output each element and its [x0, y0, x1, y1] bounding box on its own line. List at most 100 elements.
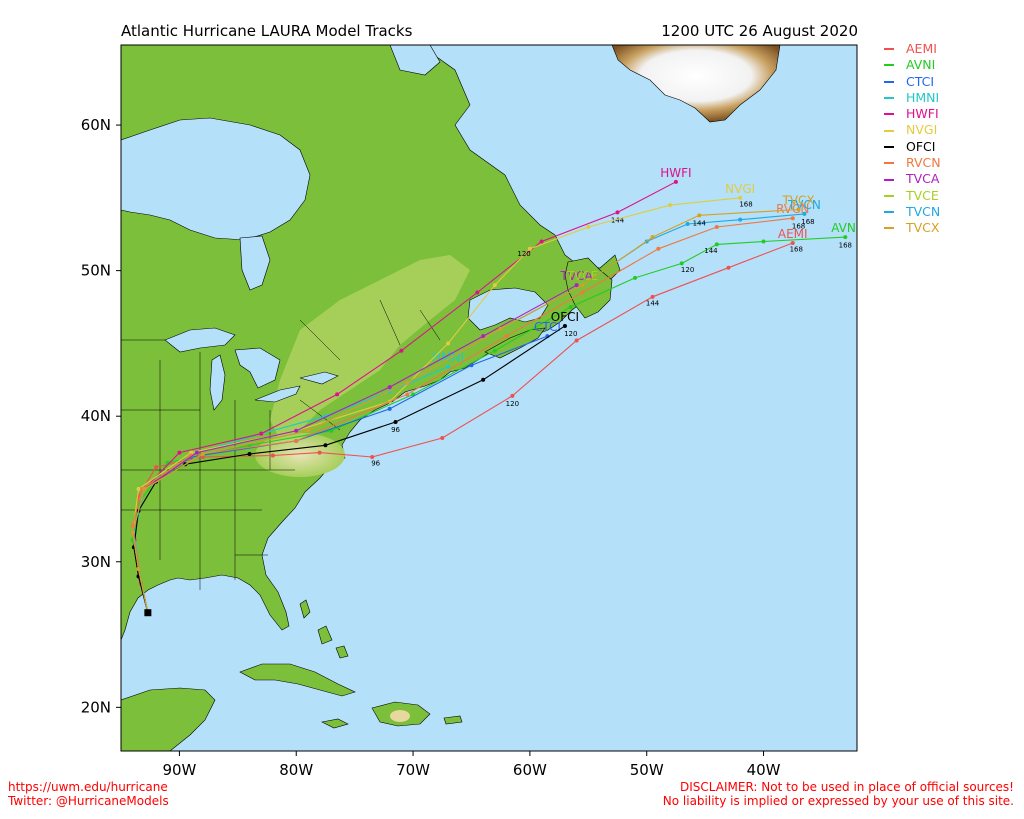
footer-credits: https://uwm.edu/hurricane Twitter: @Hurr…: [8, 780, 169, 808]
track-point: [136, 486, 141, 491]
track-point: [714, 224, 719, 229]
track-point: [492, 283, 497, 288]
legend-swatch: [884, 113, 894, 116]
axis-ticks: 60N 50N 40N 30N 20N 90W 80W 70W 60W 50W 40W: [81, 116, 781, 779]
greenland: [611, 45, 781, 123]
forecast-hour-label: 168: [790, 246, 803, 254]
track-point: [387, 406, 392, 411]
lon-label: 40W: [747, 761, 781, 779]
model-legend: AEMI AVNI CTCI HMNI HWFI NVGI OFCI RVCN TVCA TVCE…: [884, 41, 941, 237]
footer-url[interactable]: https://uwm.edu/hurricane: [8, 780, 168, 794]
forecast-hour-label: 168: [801, 218, 814, 226]
legend-label: AEMI: [906, 41, 937, 56]
forecast-hour-label: 144: [646, 300, 660, 308]
forecast-hour-label: 144: [693, 220, 707, 228]
track-point: [498, 326, 503, 331]
track-point: [405, 392, 410, 397]
legend-swatch: [884, 97, 894, 100]
forecast-hour-label: 96: [371, 460, 380, 468]
legend-item-aemi[interactable]: AEMI: [884, 41, 941, 57]
legend-item-tvca[interactable]: TVCA: [884, 171, 941, 187]
lon-label: 50W: [630, 761, 664, 779]
legend-label: TVCE: [906, 187, 939, 203]
gulf-of-st-lawrence: [467, 287, 549, 331]
forecast-hour-label: 120: [517, 250, 530, 258]
track-point: [492, 348, 497, 353]
track-point: [673, 179, 678, 184]
track-point: [259, 431, 264, 436]
track-point: [615, 210, 620, 215]
legend-item-hmni[interactable]: HMNI: [884, 90, 941, 106]
track-end-label: AEMI: [778, 227, 808, 241]
legend-item-tvcn[interactable]: TVCN: [884, 204, 941, 220]
track-point: [539, 239, 544, 244]
track-point: [142, 486, 147, 491]
yucatan: [121, 687, 216, 751]
track-point: [790, 216, 795, 221]
track-end-label: AVNI: [831, 221, 859, 235]
track-point: [738, 217, 743, 222]
track-end-label: OFCI: [551, 310, 579, 324]
legend-item-tvce[interactable]: TVCE: [884, 188, 941, 204]
lon-label: 90W: [162, 761, 196, 779]
track-point: [177, 450, 182, 455]
track-point: [802, 211, 807, 216]
track-point: [294, 428, 299, 433]
lat-label: 20N: [81, 698, 111, 716]
track-point: [130, 523, 135, 528]
track-layer: 96120144168AEMI120144168AVNICTCIHMNI144H…: [130, 166, 859, 617]
track-point: [317, 450, 322, 455]
track-point: [580, 283, 585, 288]
track-point: [714, 242, 719, 247]
legend-label: NVGI: [906, 122, 938, 138]
track-point: [481, 334, 486, 339]
lake-huron: [234, 347, 281, 389]
track-point: [294, 438, 299, 443]
legend-swatch: [884, 178, 894, 181]
legend-item-ofci[interactable]: OFCI: [884, 139, 941, 155]
track-point: [527, 246, 532, 251]
track-point: [650, 235, 655, 240]
legend-swatch: [884, 227, 894, 230]
legend-label: AVNI: [906, 57, 936, 73]
hispaniola-highlands: [390, 710, 410, 722]
legend-label: TVCX: [906, 220, 940, 236]
legend-item-ctci[interactable]: CTCI: [884, 74, 941, 90]
forecast-hour-label: 96: [391, 426, 400, 434]
legend-swatch: [884, 145, 894, 148]
track-point: [200, 452, 205, 457]
track-point: [738, 195, 743, 200]
legend-item-hwfi[interactable]: HWFI: [884, 106, 941, 122]
track-point: [446, 364, 451, 369]
lake-michigan: [209, 354, 226, 411]
track-point: [475, 290, 480, 295]
track-point: [130, 530, 135, 535]
map-timestamp: 1200 UTC 26 August 2020: [661, 22, 858, 40]
track-point: [510, 393, 515, 398]
track-point: [399, 348, 404, 353]
legend-item-rvcn[interactable]: RVCN: [884, 155, 941, 171]
track-point: [650, 294, 655, 299]
legend-item-tvcx[interactable]: TVCX: [884, 220, 941, 236]
land-layer: [121, 45, 781, 751]
legend-swatch: [884, 129, 894, 132]
map-title: Atlantic Hurricane LAURA Model Tracks: [121, 22, 413, 40]
track-point: [504, 334, 509, 339]
legend-item-nvgi[interactable]: NVGI: [884, 122, 941, 138]
lat-label: 40N: [81, 407, 111, 425]
forecast-hour-label: 120: [506, 400, 519, 408]
track-point: [370, 454, 375, 459]
track-line: [132, 208, 799, 613]
political-borders: [121, 299, 441, 590]
lon-label: 70W: [396, 761, 430, 779]
track-point: [796, 207, 801, 212]
track-point: [685, 222, 690, 227]
track-point: [790, 240, 795, 245]
track-tvcx[interactable]: 144 TVCX: [130, 193, 815, 613]
james-bay: [239, 235, 271, 291]
forecast-hour-label: 144: [704, 247, 718, 255]
legend-item-avni[interactable]: AVNI: [884, 57, 941, 73]
lat-label: 60N: [81, 116, 111, 134]
track-point: [440, 436, 445, 441]
legend-label: HMNI: [906, 89, 940, 105]
